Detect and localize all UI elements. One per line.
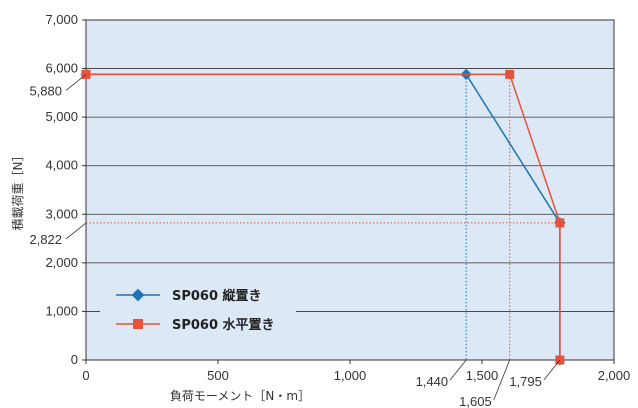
y-tick-label: 1,000 — [45, 303, 78, 318]
y-tick-label: 2,000 — [45, 255, 78, 270]
legend-label-series-1: SP060 縦置き — [172, 288, 262, 304]
x-tick-label: 500 — [207, 368, 229, 383]
legend-marker-series-1 — [131, 288, 145, 302]
guide-lines — [86, 74, 560, 360]
y-tick-label: 5,000 — [45, 109, 78, 124]
y-callout-label: 5,880 — [29, 83, 62, 98]
y-tick-label: 6,000 — [45, 61, 78, 76]
y-tick-label: 3,000 — [45, 206, 78, 221]
data-point-square — [555, 218, 565, 228]
legend-marker-series-2 — [133, 319, 143, 329]
y-tick-label: 4,000 — [45, 158, 78, 173]
y-callout-label: 2,822 — [29, 232, 62, 247]
x-axis-title: 負荷モーメント［N・m］ — [170, 389, 310, 403]
x-callout-label: 1,605 — [459, 394, 492, 408]
y-callout-leader — [65, 74, 87, 91]
x-tick-label: 1,500 — [466, 368, 499, 383]
x-callout-leader — [543, 359, 561, 381]
legend: SP060 縦置き SP060 水平置き — [100, 273, 296, 345]
x-tick-label: 0 — [82, 368, 89, 383]
series-line-2 — [86, 73, 561, 360]
callouts: 5,880 2,822 1,440 1,605 1,795 — [29, 74, 561, 408]
series-layer — [80, 68, 566, 366]
legend-box — [100, 273, 296, 345]
data-point-square — [505, 69, 515, 79]
y-tick-label: 0 — [71, 352, 78, 367]
x-callout-leader — [449, 359, 467, 381]
x-callout-leader — [493, 359, 511, 401]
legend-label-series-2: SP060 水平置き — [172, 317, 275, 333]
x-callout-label: 1,795 — [509, 374, 542, 389]
y-tick-label: 7,000 — [45, 12, 78, 27]
x-callout-label: 1,440 — [416, 374, 449, 389]
x-tick-label: 2,000 — [598, 368, 631, 383]
y-axis-title: 積載荷重［N］ — [10, 150, 25, 231]
y-callout-leader — [65, 222, 87, 240]
x-tick-label: 1,000 — [334, 368, 367, 383]
tick-labels: 0 1,000 2,000 3,000 4,000 5,000 6,000 7,000 0 500… — [45, 12, 630, 383]
